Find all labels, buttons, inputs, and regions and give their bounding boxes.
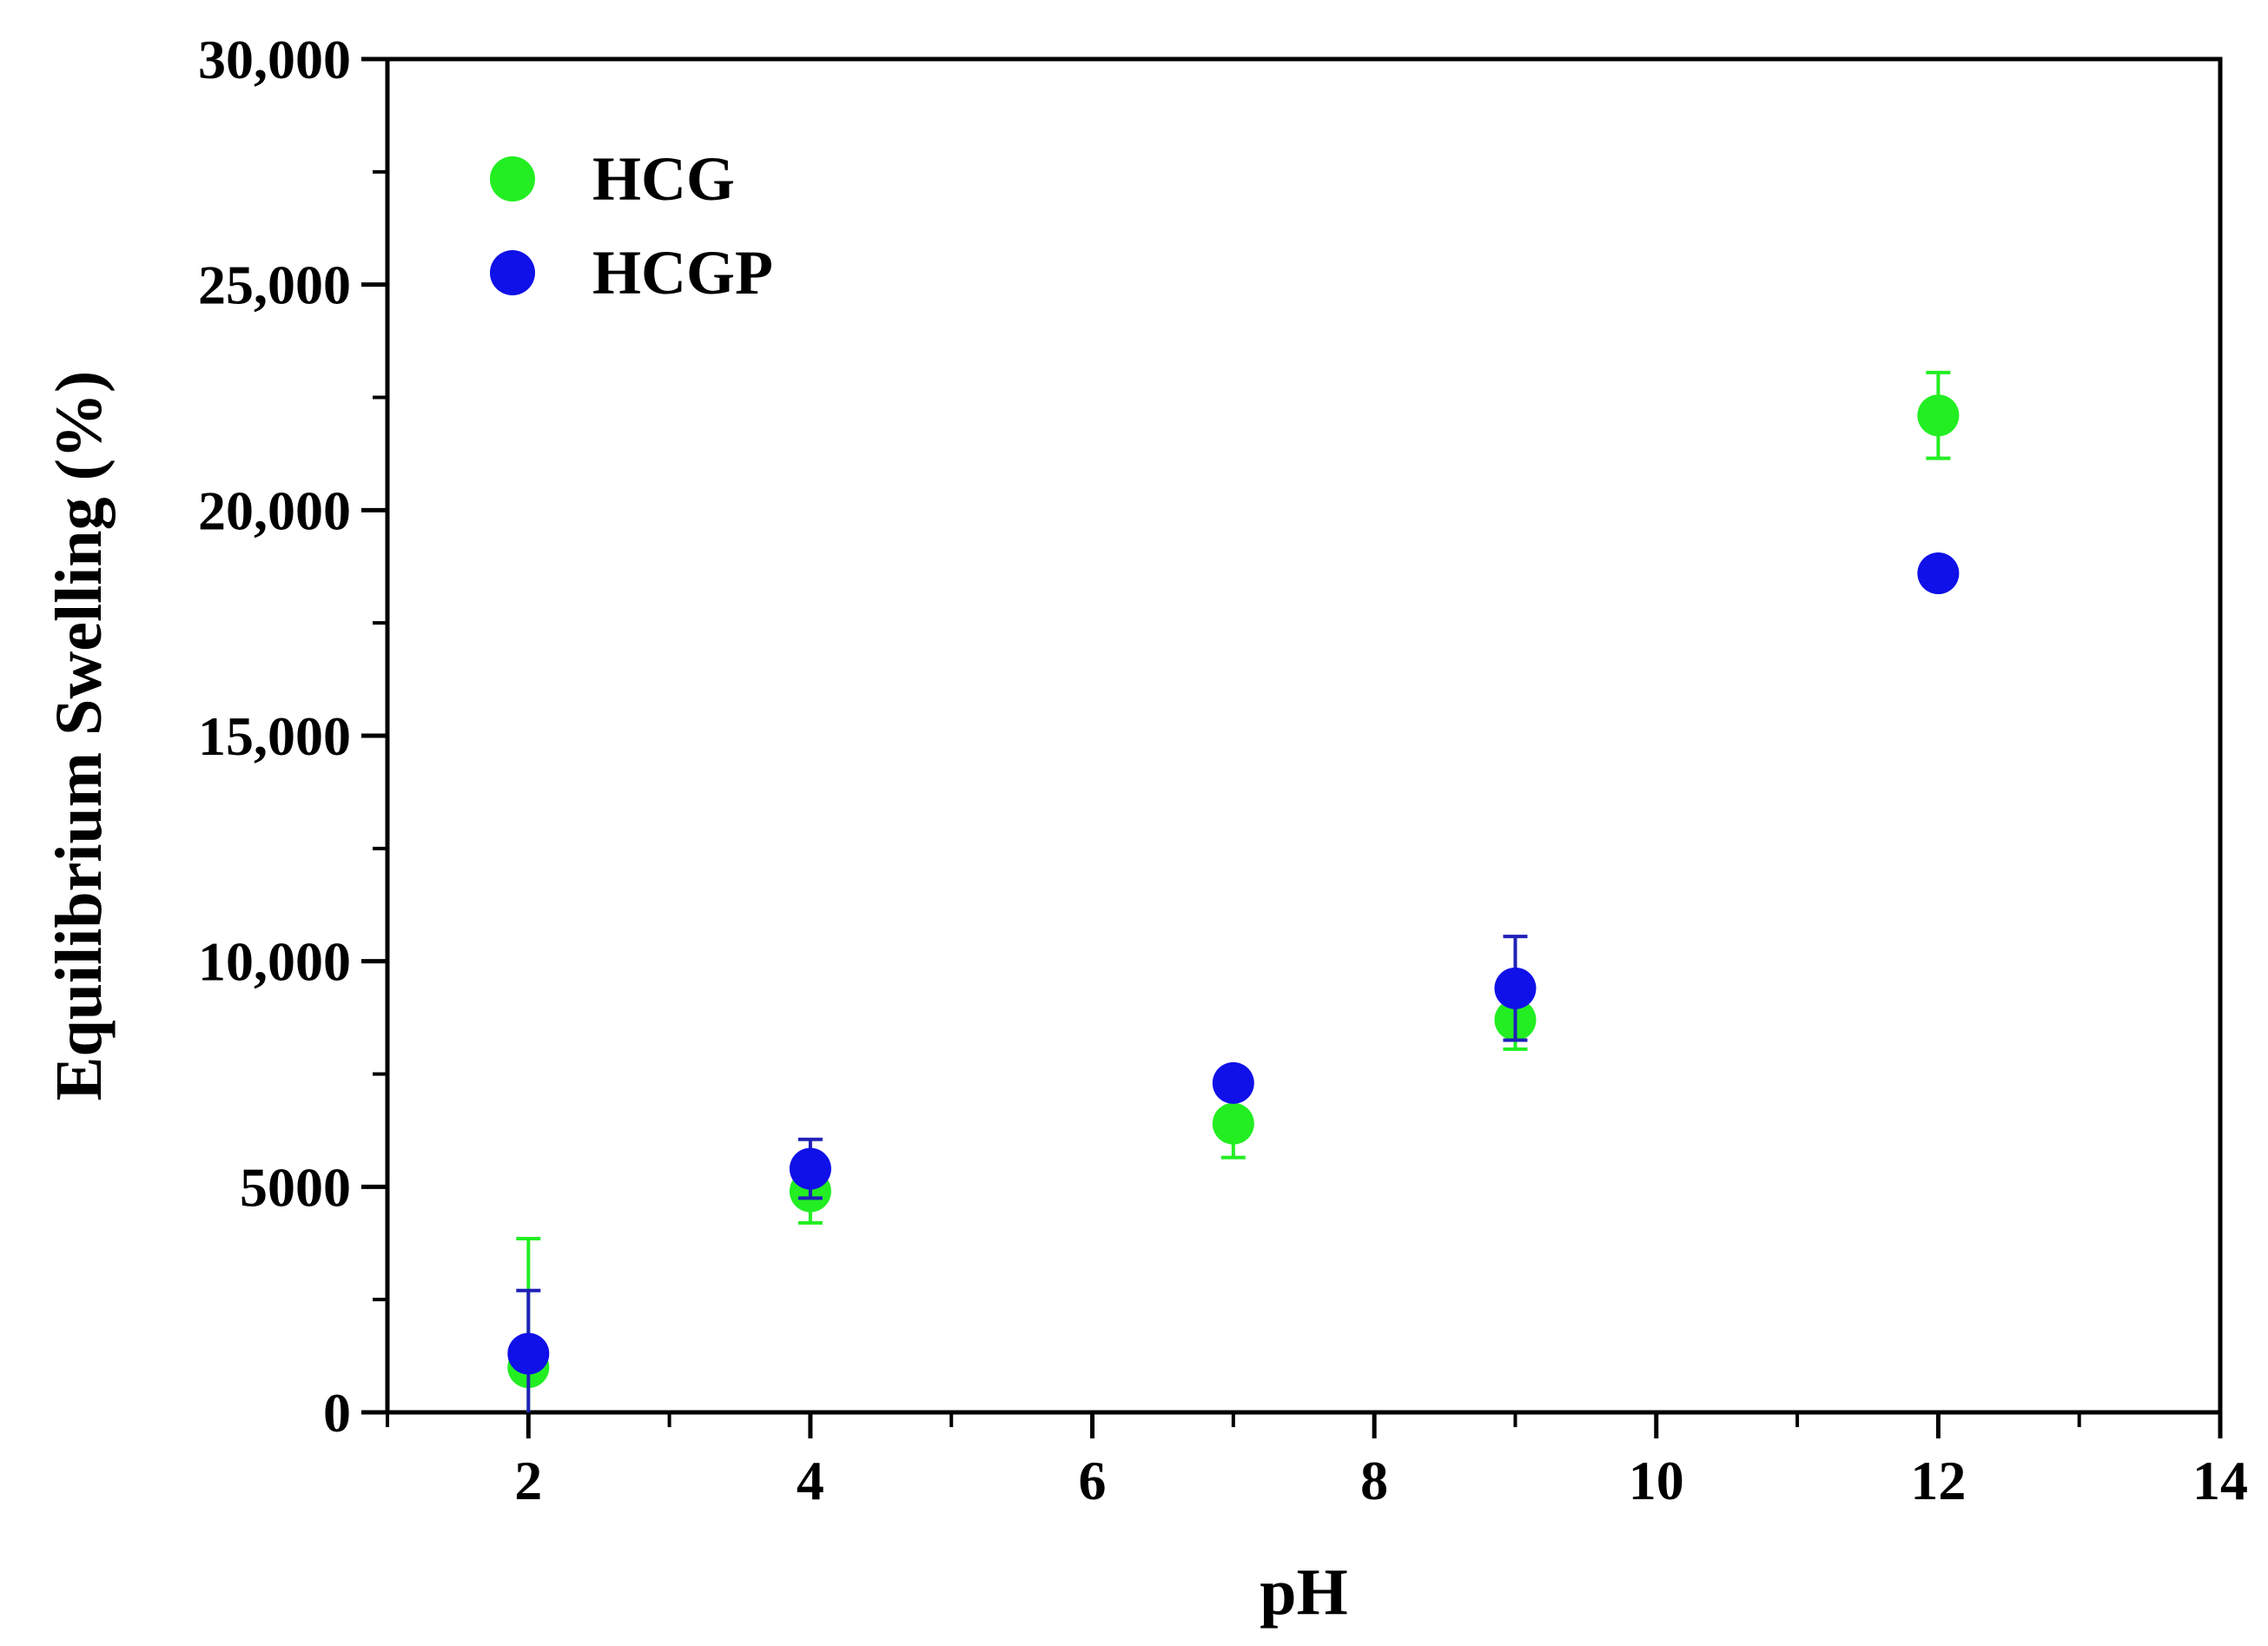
y-tick-label: 15,000 [198,705,351,767]
y-tick-label: 20,000 [198,479,351,541]
y-tick-label: 30,000 [198,29,351,90]
data-point [1212,1061,1254,1104]
x-tick-label: 14 [2192,1450,2248,1511]
legend-label-hcgp: HCGP [592,238,773,307]
x-tick-label: 4 [797,1450,824,1511]
series-hcg [507,370,1960,1412]
y-axis-ticks: 0 5000 10,000 15,000 20,000 25,000 30,000 [198,29,387,1444]
x-tick-label: 12 [1910,1450,1966,1511]
x-axis-title: pH [1260,1556,1347,1629]
legend-label-hcg: HCG [592,144,735,214]
data-point [1212,1102,1254,1145]
x-tick-label: 6 [1079,1450,1107,1511]
data-point [507,1332,550,1375]
series-hcgp [507,552,1960,1412]
y-tick-label: 10,000 [198,931,351,993]
data-point [1917,394,1960,437]
data-points [507,370,1960,1412]
data-point [789,1147,831,1190]
x-tick-label: 8 [1360,1450,1388,1511]
legend-marker-hcgp [490,250,535,295]
x-tick-label: 10 [1629,1450,1684,1511]
legend-marker-hcg [490,156,535,202]
data-point [1917,552,1960,595]
y-tick-label: 5000 [240,1156,351,1218]
x-tick-label: 2 [514,1450,542,1511]
data-point [1494,967,1537,1009]
y-axis-title: Equilibrium Swelling (%) [43,371,116,1101]
y-tick-label: 0 [323,1382,351,1444]
legend: HCG HCGP [490,144,773,307]
x-axis-ticks: 2 4 6 8 10 12 14 [386,1412,2248,1511]
y-tick-label: 25,000 [198,255,351,316]
